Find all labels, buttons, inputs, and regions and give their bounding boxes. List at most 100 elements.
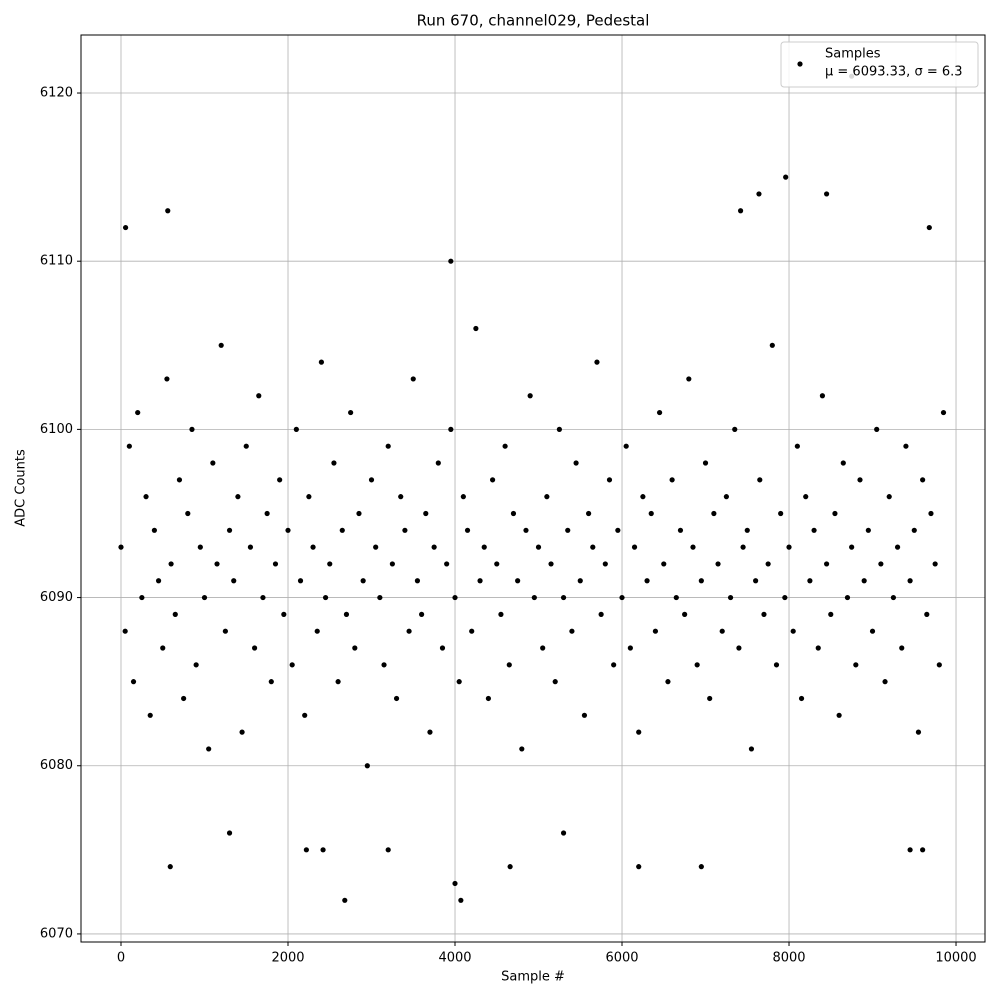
data-point (469, 628, 475, 634)
data-point (823, 561, 830, 567)
data-point (928, 510, 934, 517)
data-point (197, 544, 203, 550)
y-tick-label: 6110 (40, 254, 73, 269)
data-point (352, 645, 358, 651)
data-point (707, 695, 713, 702)
data-point (368, 477, 375, 483)
data-point (277, 477, 283, 483)
data-point (458, 897, 464, 903)
data-point (811, 527, 817, 533)
data-point (631, 544, 638, 550)
data-point (686, 376, 692, 382)
data-point (285, 527, 291, 533)
data-point (886, 494, 892, 500)
data-point (924, 611, 930, 617)
data-point (452, 594, 458, 601)
y-tick-label: 6090 (40, 590, 73, 605)
data-point (765, 561, 771, 567)
data-point (569, 628, 575, 634)
data-point (260, 594, 266, 601)
data-point (673, 594, 679, 601)
data-point (548, 561, 554, 567)
data-point (322, 594, 329, 601)
data-point (594, 359, 600, 365)
data-point (783, 174, 789, 180)
data-point (130, 679, 137, 685)
data-point (844, 594, 851, 601)
data-point (636, 729, 642, 735)
data-point (778, 510, 784, 517)
data-point (210, 460, 216, 466)
data-point (882, 679, 888, 685)
data-point (903, 443, 909, 449)
y-tick-label: 6080 (40, 758, 73, 773)
data-point (256, 393, 262, 399)
data-point (201, 594, 208, 601)
data-point (510, 510, 517, 517)
data-point (448, 426, 454, 432)
data-point (342, 897, 348, 903)
data-point (565, 527, 571, 533)
data-point (272, 561, 279, 567)
data-point (869, 628, 876, 634)
data-point (139, 594, 145, 601)
data-point (690, 544, 696, 550)
data-point (619, 594, 625, 601)
data-point (122, 628, 128, 634)
data-point (489, 477, 496, 483)
data-point (155, 578, 162, 584)
data-point (573, 460, 579, 466)
data-point (527, 393, 533, 399)
x-tick-label: 4000 (438, 951, 471, 966)
data-point (389, 561, 395, 567)
data-point (836, 712, 842, 718)
data-point (398, 494, 404, 500)
data-point (519, 746, 525, 752)
data-point (560, 594, 567, 601)
data-point (636, 864, 642, 870)
data-point (737, 208, 744, 214)
y-tick-label: 6070 (40, 926, 73, 941)
data-point (485, 695, 492, 702)
legend-label: Samples (825, 47, 881, 62)
data-point (218, 342, 224, 348)
data-point (823, 191, 830, 197)
data-point (698, 578, 704, 584)
data-point (473, 325, 479, 332)
data-point (874, 426, 880, 432)
data-point (477, 578, 483, 584)
data-point (452, 880, 458, 887)
data-point (306, 494, 312, 500)
data-point (590, 544, 596, 550)
data-point (899, 645, 905, 651)
data-point (172, 611, 178, 617)
data-point (531, 594, 537, 601)
data-point (761, 611, 767, 617)
data-point (560, 830, 567, 836)
data-point (773, 662, 780, 668)
data-point (849, 544, 855, 550)
data-point (303, 847, 309, 853)
data-point (644, 578, 650, 584)
data-point (431, 544, 437, 550)
data-point (535, 544, 542, 550)
x-tick-label: 0 (117, 951, 125, 966)
x-tick-label: 2000 (271, 951, 304, 966)
data-point (460, 494, 466, 500)
data-point (694, 662, 700, 668)
data-point (677, 527, 684, 533)
data-point (226, 830, 233, 836)
data-point (189, 426, 195, 432)
data-point (160, 645, 166, 651)
data-point (828, 611, 834, 617)
data-point (444, 561, 450, 567)
x-tick-label: 6000 (605, 951, 638, 966)
data-point (181, 695, 187, 702)
y-tick-label: 6120 (40, 86, 73, 101)
data-point (419, 611, 425, 617)
data-point (448, 258, 454, 264)
data-point (168, 561, 174, 567)
data-point (185, 510, 191, 517)
data-point (373, 544, 379, 550)
